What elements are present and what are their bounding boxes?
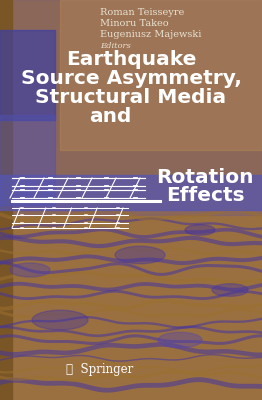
Text: Source Asymmetry,: Source Asymmetry, — [20, 69, 242, 88]
Bar — [0, 0, 12, 400]
Text: Structural Media: Structural Media — [35, 88, 227, 107]
Text: Effects: Effects — [166, 186, 244, 205]
Text: Earthquake: Earthquake — [66, 50, 196, 69]
Ellipse shape — [10, 263, 50, 277]
Text: and: and — [89, 107, 131, 126]
Bar — [0, 30, 55, 120]
Ellipse shape — [115, 246, 165, 264]
Bar — [0, 115, 55, 205]
Ellipse shape — [32, 310, 88, 330]
Ellipse shape — [212, 284, 248, 296]
Text: Minoru Takeo: Minoru Takeo — [100, 19, 169, 28]
Text: ♘  Springer: ♘ Springer — [66, 364, 134, 376]
Text: Roman Teisseyre: Roman Teisseyre — [100, 8, 184, 17]
Bar — [60, 0, 262, 150]
Ellipse shape — [185, 225, 215, 235]
Text: Editors: Editors — [100, 42, 131, 50]
Text: Rotation: Rotation — [156, 168, 254, 187]
Ellipse shape — [158, 332, 202, 348]
Bar — [0, 175, 262, 210]
Bar — [0, 0, 262, 215]
Text: Eugeniusz Majewski: Eugeniusz Majewski — [100, 30, 201, 39]
